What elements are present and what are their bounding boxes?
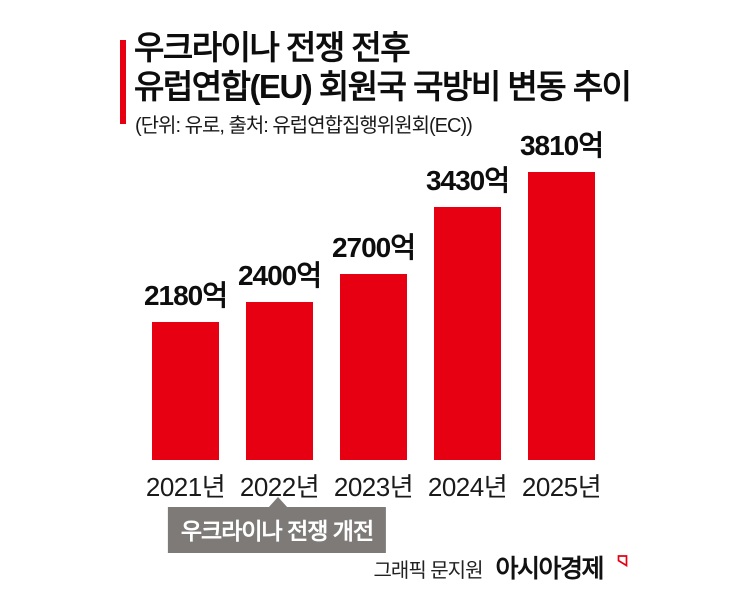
bar-2021년: 2180억 2021년 [144, 280, 228, 502]
callout-pointer-triangle [268, 497, 288, 508]
bar-value-label: 3810억 [519, 130, 604, 161]
bar-2025년: 3810억 2025년 [520, 130, 604, 502]
bar-value-label: 2700억 [331, 232, 416, 263]
bar-2023년: 2700억 2023년 [332, 232, 416, 502]
bar-value-label: 2180억 [143, 280, 228, 311]
bar-category-label: 2023년 [333, 472, 414, 502]
chart-title-line2: 유럽연합(EU) 회원국 국방비 변동 추이 [134, 68, 632, 105]
brand-flag-icon [617, 554, 628, 572]
bar-value-label: 2400억 [237, 260, 322, 291]
chart-subtitle-unit-source: (단위: 유로, 출처: 유럽연합집행위원회(EC)) [135, 115, 473, 137]
credit-line: 그래픽 문지원 아시아경제 [374, 549, 628, 585]
bar-chart: 2180억 2021년 2400억 2022년 2700억 2023년 3430억 2024년… [144, 130, 604, 502]
chart-title: 우크라이나 전쟁 전후 유럽연합(EU) 회원국 국방비 변동 추이 [134, 28, 632, 106]
title-accent-bar [120, 40, 126, 124]
bar-category-label: 2021년 [145, 472, 226, 502]
graphic-byline: 그래픽 문지원 [373, 560, 484, 582]
bar-value-label: 3430억 [425, 165, 510, 196]
bar-category-label: 2024년 [427, 472, 508, 502]
bar-category-label: 2025년 [521, 472, 602, 502]
callout-label: 우크라이나 전쟁 개전 [167, 507, 387, 553]
brand-logotype: 아시아경제 [495, 555, 604, 583]
bar-2024년: 3430억 2024년 [426, 165, 510, 502]
bar-2022년: 2400억 2022년 [238, 260, 322, 502]
chart-title-line1: 우크라이나 전쟁 전후 [134, 29, 411, 66]
